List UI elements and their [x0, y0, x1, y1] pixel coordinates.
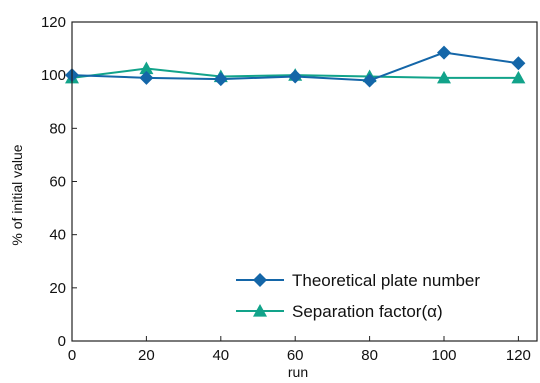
x-tick-label: 20: [138, 347, 155, 364]
series-theoretical-plate-number: [65, 45, 526, 88]
y-tick-label: 20: [49, 280, 66, 297]
data-point: [213, 72, 228, 87]
legend-item: Theoretical plate number: [236, 271, 480, 290]
x-tick-label: 100: [431, 347, 456, 364]
data-point: [437, 70, 451, 84]
data-point: [511, 56, 526, 71]
legend-item: Separation factor(α): [236, 302, 443, 321]
x-tick-label: 0: [68, 347, 76, 364]
data-point: [139, 70, 154, 85]
x-axis-ticks: 0 20 40 60 80 100 120: [68, 336, 531, 364]
data-point: [362, 73, 377, 88]
y-axis-title: % of initial value: [9, 144, 25, 245]
x-axis-title: run: [288, 364, 308, 380]
legend-label: Theoretical plate number: [292, 271, 480, 290]
plot-frame: [71, 21, 538, 342]
legend: Theoretical plate number Separation facto…: [236, 271, 480, 321]
series-layer: [65, 45, 526, 88]
legend-label: Separation factor(α): [292, 302, 443, 321]
legend-marker: [253, 273, 267, 287]
data-point: [288, 69, 303, 84]
y-tick-label: 40: [49, 227, 66, 244]
x-tick-label: 120: [506, 347, 531, 364]
y-tick-label: 60: [49, 174, 66, 191]
data-point: [511, 70, 526, 84]
y-tick-label: 80: [49, 120, 66, 137]
legend-marker: [253, 304, 267, 317]
y-tick-label: 120: [41, 14, 66, 31]
x-tick-label: 40: [212, 347, 229, 364]
x-tick-label: 80: [361, 347, 378, 364]
y-tick-label: 0: [58, 333, 66, 350]
data-point: [139, 61, 154, 75]
x-tick-label: 60: [287, 347, 304, 364]
y-tick-label: 100: [41, 67, 66, 84]
data-point: [437, 45, 451, 60]
